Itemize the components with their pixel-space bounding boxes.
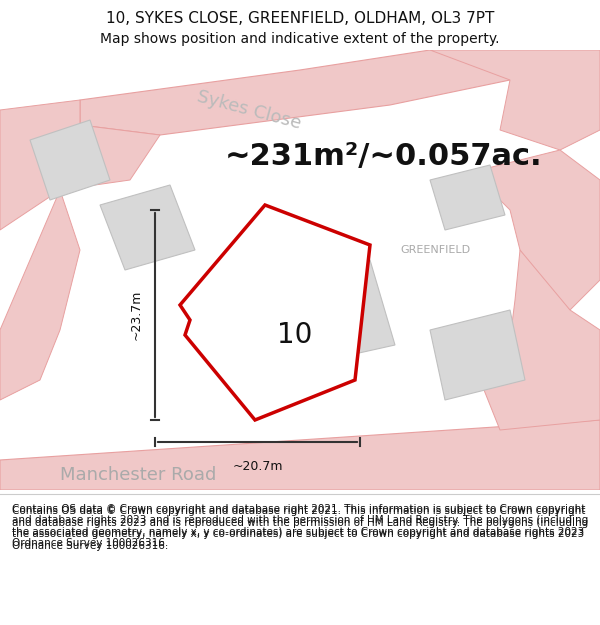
Polygon shape [480,250,600,430]
Polygon shape [280,260,395,365]
Text: Map shows position and indicative extent of the property.: Map shows position and indicative extent… [100,32,500,46]
Text: GREENFIELD: GREENFIELD [400,245,470,255]
Polygon shape [0,100,160,230]
Polygon shape [480,150,600,310]
Polygon shape [0,420,600,490]
Text: 10, SYKES CLOSE, GREENFIELD, OLDHAM, OL3 7PT: 10, SYKES CLOSE, GREENFIELD, OLDHAM, OL3… [106,11,494,26]
Text: 10: 10 [277,321,313,349]
Polygon shape [80,50,510,135]
Text: Contains OS data © Crown copyright and database right 2021. This information is : Contains OS data © Crown copyright and d… [12,504,588,548]
Text: Sykes Close: Sykes Close [195,88,303,132]
Polygon shape [0,190,80,400]
Text: ~20.7m: ~20.7m [232,460,283,473]
Polygon shape [30,120,110,200]
Polygon shape [430,165,505,230]
Text: ~23.7m: ~23.7m [130,290,143,340]
Text: Manchester Road: Manchester Road [60,466,217,484]
Text: Contains OS data © Crown copyright and database right 2021. This information is : Contains OS data © Crown copyright and d… [12,506,588,551]
Text: ~231m²/~0.057ac.: ~231m²/~0.057ac. [225,142,542,171]
Polygon shape [180,205,370,420]
Polygon shape [430,310,525,400]
Polygon shape [100,185,195,270]
Polygon shape [430,50,600,150]
